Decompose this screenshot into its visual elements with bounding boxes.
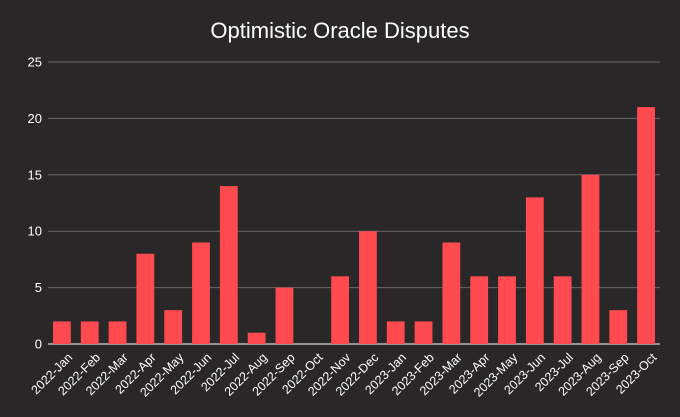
bar-2023-Sep (609, 310, 628, 344)
bar-2022-May (164, 310, 183, 344)
bar-2022-Aug (247, 332, 266, 344)
bars (53, 107, 655, 345)
bar-2022-Jun (192, 242, 210, 344)
bar-2023-Jun (525, 197, 544, 344)
y-tick-label: 20 (28, 111, 42, 126)
bar-2022-Sep (275, 287, 294, 344)
y-tick-label: 5 (35, 280, 42, 295)
y-tick-label: 0 (35, 337, 42, 352)
bar-2023-Aug (581, 174, 600, 344)
chart-title: Optimistic Oracle Disputes (210, 18, 469, 43)
bar-2023-Jan (386, 321, 405, 344)
bar-2023-Mar (442, 242, 461, 344)
bar-2022-Apr (136, 253, 155, 344)
y-tick-label: 15 (28, 167, 42, 182)
y-tick-label: 25 (28, 55, 42, 70)
y-axis-ticks: 0 5 10 15 20 25 (28, 55, 42, 352)
bar-2023-Oct (637, 107, 655, 345)
bar-2023-May (498, 276, 516, 344)
bar-2022-Jul (219, 186, 238, 344)
bar-2023-Jul (553, 276, 572, 344)
bar-2022-Dec (359, 231, 377, 344)
bar-2023-Apr (470, 276, 489, 344)
bar-2022-Jan (53, 321, 71, 344)
bar-2022-Nov (331, 276, 349, 344)
bar-2023-Feb (414, 321, 433, 344)
y-tick-label: 10 (28, 224, 42, 239)
bar-2022-Feb (80, 321, 99, 344)
bar-2022-Mar (108, 321, 127, 344)
